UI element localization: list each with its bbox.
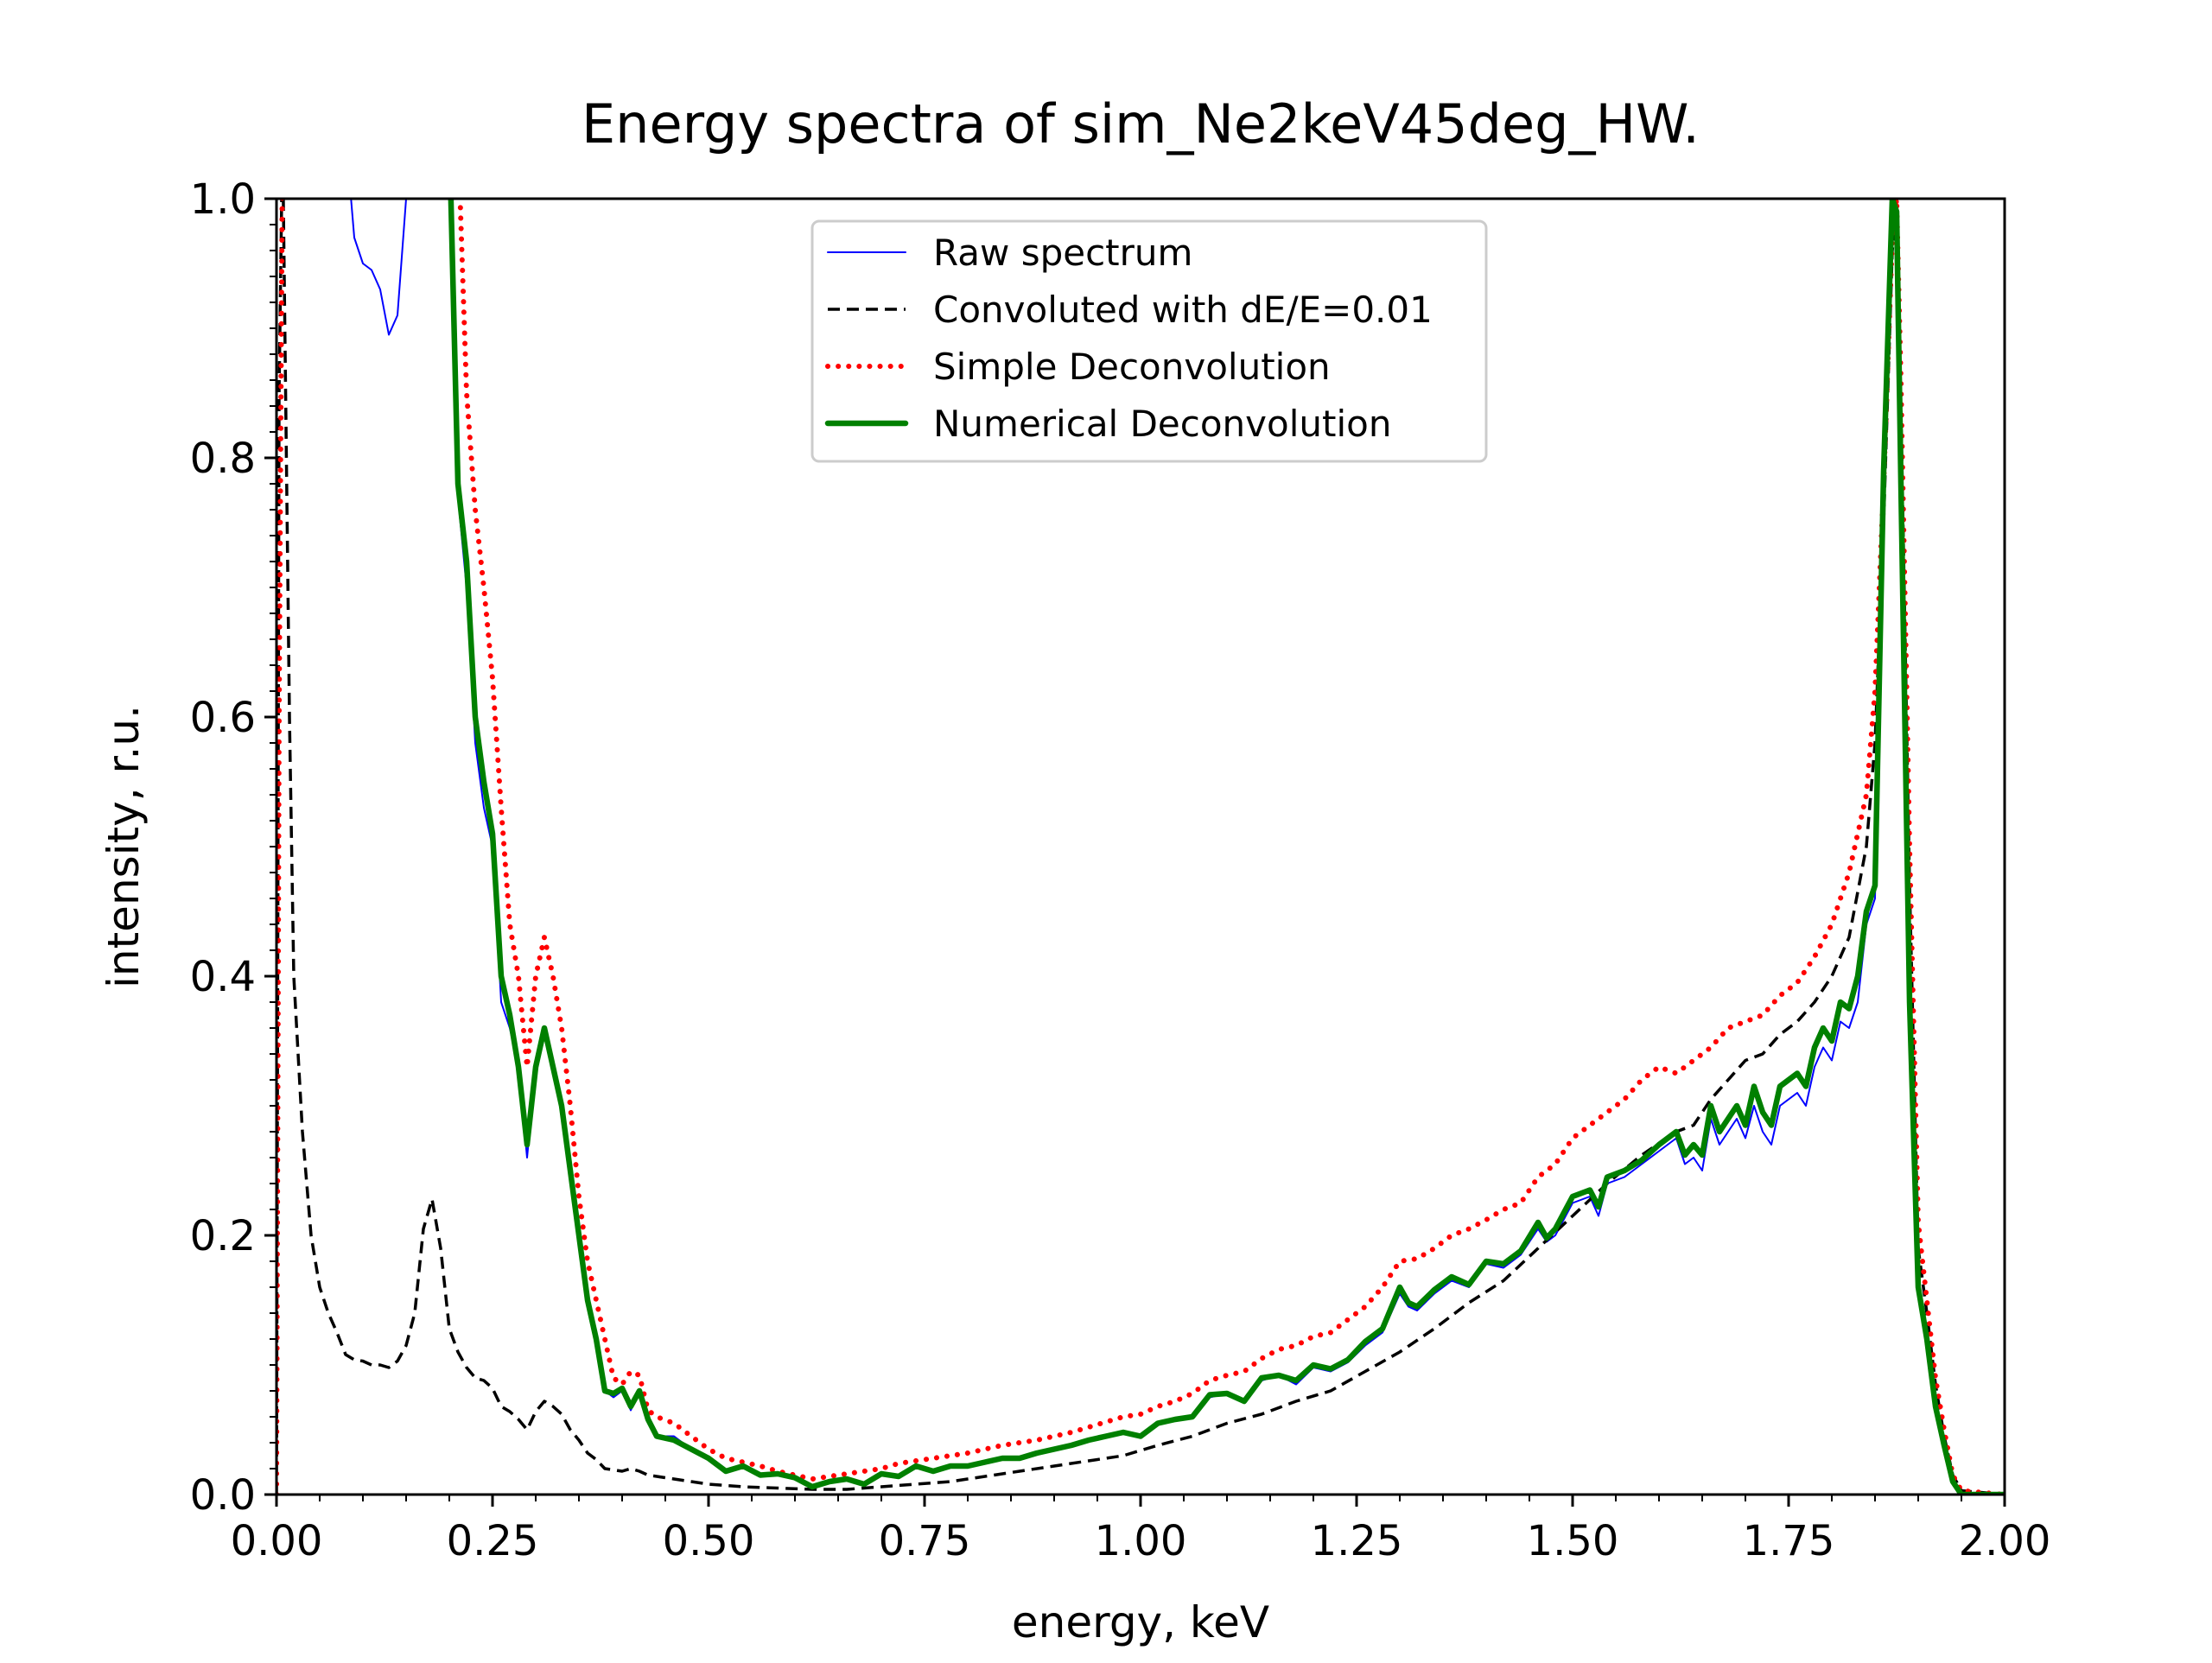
- x-tick-label: 1.75: [1743, 1517, 1835, 1565]
- legend-box: [810, 219, 1488, 463]
- x-tick-label: 2.00: [1959, 1517, 2051, 1565]
- y-tick-label: 0.6: [190, 694, 256, 742]
- x-tick-label: 0.50: [663, 1517, 755, 1565]
- legend-label-0: Raw spectrum: [933, 232, 1192, 274]
- x-tick-label: 0.25: [447, 1517, 539, 1565]
- x-axis: 0.00 0.25 0.50 0.75 1.00 1.25 1.50 1.75 2.00: [231, 1495, 2051, 1565]
- y-axis-label: intensity, r.u.: [99, 705, 149, 988]
- y-tick-label: 0.4: [190, 953, 256, 1001]
- legend-label-2: Simple Deconvolution: [933, 346, 1331, 388]
- x-tick-label: 0.75: [879, 1517, 971, 1565]
- series-layer: [276, 199, 2005, 1495]
- chart-title: Energy spectra of sim_Ne2keV45deg_HW.: [582, 92, 1700, 156]
- x-tick-label: 1.50: [1527, 1517, 1619, 1565]
- x-axis-label: energy, keV: [1012, 1597, 1269, 1647]
- x-tick-label: 1.25: [1311, 1517, 1403, 1565]
- series-line-3: [448, 199, 2005, 1495]
- y-tick-label: 0.8: [190, 435, 256, 483]
- series-line-2: [276, 199, 2005, 1495]
- y-tick-label: 0.2: [190, 1212, 256, 1260]
- legend-entries: Raw spectrum Convoluted with dE/E=0.01 Sim…: [824, 232, 1433, 445]
- series-line-1: [276, 199, 2005, 1495]
- y-tick-label: 1.0: [190, 175, 256, 224]
- legend-label-1: Convoluted with dE/E=0.01: [933, 289, 1433, 331]
- legend: Raw spectrum Convoluted with dE/E=0.01 Sim…: [810, 219, 1488, 463]
- y-axis: 0.0 0.2 0.4 0.6 0.8 1.0: [190, 175, 276, 1520]
- x-tick-label: 1.00: [1095, 1517, 1187, 1565]
- legend-label-3: Numerical Deconvolution: [933, 403, 1391, 445]
- y-tick-label: 0.0: [190, 1471, 256, 1520]
- x-tick-label: 0.00: [231, 1517, 323, 1565]
